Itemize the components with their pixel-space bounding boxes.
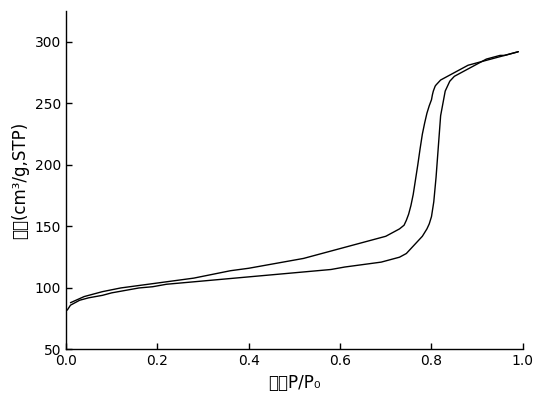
X-axis label: 比压P/P₀: 比压P/P₀ <box>268 374 320 392</box>
Y-axis label: 孔容(cm³/g,STP): 孔容(cm³/g,STP) <box>11 122 29 239</box>
